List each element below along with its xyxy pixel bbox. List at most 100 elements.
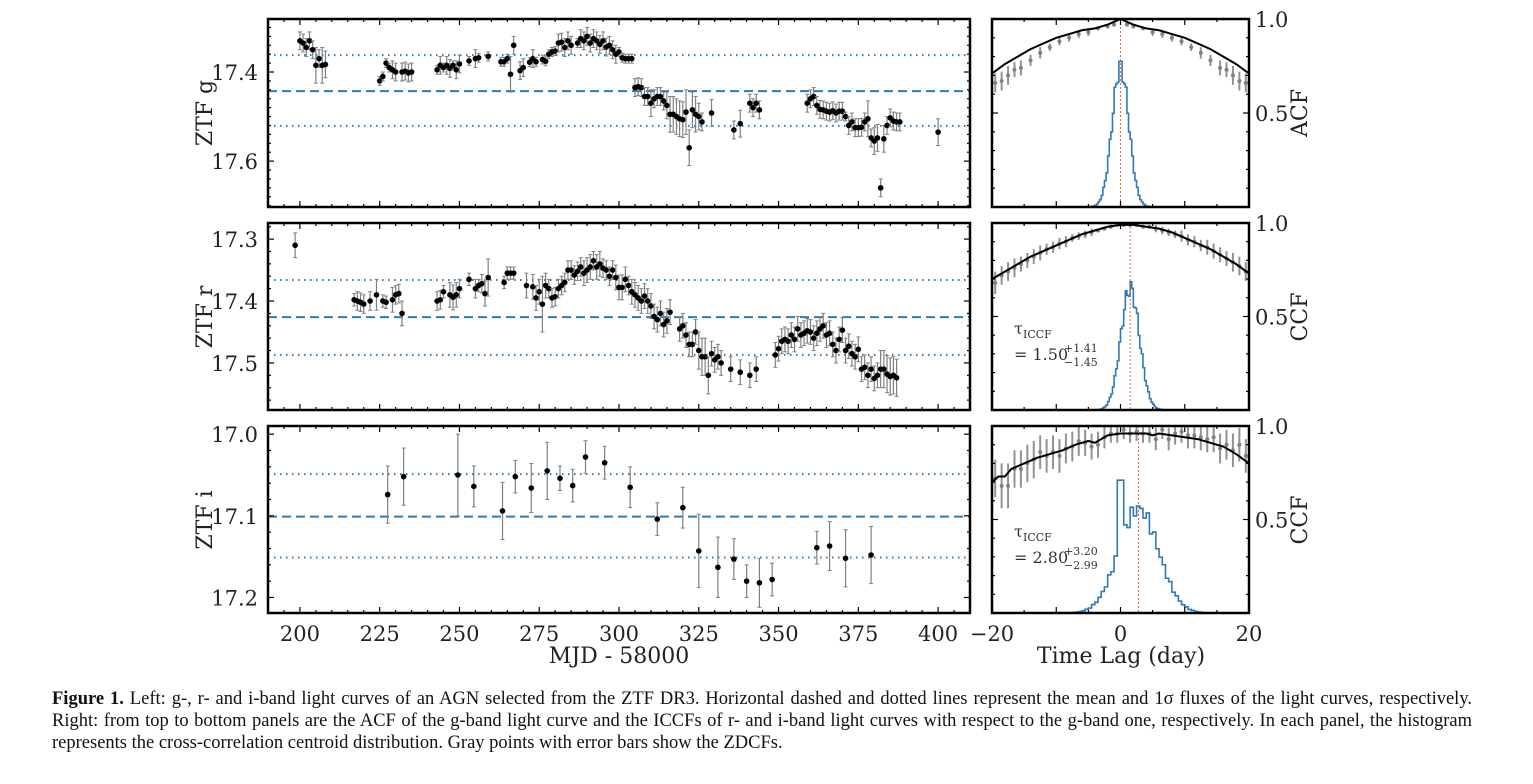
data-point bbox=[644, 93, 651, 100]
ylabel-r: ZTF r bbox=[193, 285, 218, 348]
data-point bbox=[504, 55, 511, 62]
x-tick-label: 0 bbox=[1114, 622, 1127, 646]
data-point bbox=[842, 347, 849, 354]
data-point bbox=[683, 332, 689, 338]
data-point bbox=[383, 60, 389, 66]
xlabel-mjd: MJD - 58000 bbox=[549, 644, 689, 669]
data-point bbox=[715, 353, 721, 360]
data-point bbox=[731, 556, 737, 562]
data-point bbox=[785, 338, 791, 345]
data-point bbox=[536, 288, 543, 295]
data-point bbox=[613, 274, 619, 281]
data-point bbox=[453, 66, 460, 73]
data-point bbox=[434, 66, 440, 73]
data-point bbox=[456, 61, 463, 67]
data-point bbox=[396, 290, 402, 297]
data-point bbox=[552, 293, 558, 300]
data-point bbox=[408, 69, 415, 75]
data-point bbox=[743, 578, 750, 584]
caption-text: Left: g-, r- and i-band light curves of … bbox=[52, 689, 1472, 753]
data-point bbox=[512, 473, 519, 480]
data-point bbox=[849, 119, 855, 125]
data-point bbox=[303, 44, 310, 51]
zdcf-point bbox=[1189, 45, 1194, 50]
zdcf-point bbox=[1160, 427, 1165, 432]
y-tick-label: 0.5 bbox=[1255, 102, 1288, 126]
data-point bbox=[600, 38, 606, 44]
y-tick-label: 17.1 bbox=[211, 505, 258, 529]
data-point bbox=[820, 322, 827, 329]
data-point bbox=[638, 84, 645, 91]
data-point bbox=[657, 310, 664, 317]
data-point bbox=[309, 46, 316, 53]
data-point bbox=[625, 282, 632, 289]
zdcf-point bbox=[1112, 22, 1117, 27]
data-point bbox=[775, 345, 782, 352]
data-point bbox=[638, 298, 645, 304]
data-point bbox=[510, 42, 517, 49]
data-point bbox=[482, 290, 488, 297]
data-point bbox=[485, 53, 491, 60]
data-point bbox=[881, 136, 887, 142]
data-point bbox=[544, 468, 551, 474]
data-point bbox=[597, 261, 603, 267]
data-point bbox=[360, 301, 367, 307]
data-point bbox=[858, 124, 865, 131]
data-point bbox=[753, 366, 760, 372]
zdcf-point bbox=[1224, 442, 1229, 447]
data-point bbox=[582, 454, 589, 460]
data-point bbox=[376, 78, 383, 84]
y-tick-label: 1.0 bbox=[1255, 8, 1288, 32]
data-point bbox=[561, 44, 568, 51]
data-point bbox=[533, 58, 539, 65]
data-point bbox=[590, 257, 597, 264]
zdcf-point bbox=[1218, 446, 1223, 451]
acf-g-panel: 0.5 1.0 bbox=[990, 8, 1288, 209]
data-point bbox=[881, 366, 887, 372]
y-tick-label: 17.2 bbox=[211, 586, 258, 610]
data-point bbox=[581, 38, 587, 44]
data-point bbox=[606, 273, 613, 280]
data-point bbox=[628, 55, 635, 62]
data-point bbox=[814, 544, 820, 551]
data-point bbox=[313, 62, 319, 69]
data-point bbox=[389, 296, 396, 303]
lag-upper-error: +3.20 bbox=[1064, 545, 1098, 558]
data-point bbox=[852, 353, 858, 360]
x-tick-label: 200 bbox=[280, 622, 320, 646]
data-point bbox=[788, 332, 795, 338]
data-point bbox=[935, 129, 941, 135]
data-point bbox=[842, 555, 849, 562]
data-point bbox=[874, 135, 881, 141]
zdcf-point bbox=[1018, 467, 1023, 472]
data-point bbox=[660, 98, 667, 104]
data-point bbox=[577, 264, 584, 270]
data-point bbox=[568, 267, 574, 273]
data-point bbox=[794, 326, 801, 332]
light-curve-r-panel: 17.3 17.4 17.5 bbox=[211, 221, 972, 412]
data-point bbox=[644, 298, 651, 304]
data-point bbox=[708, 110, 715, 116]
data-point bbox=[826, 330, 833, 337]
data-point bbox=[593, 38, 600, 44]
x-tick-label: 400 bbox=[918, 622, 958, 646]
zdcf-point bbox=[1089, 444, 1094, 449]
data-point bbox=[528, 485, 535, 491]
caption-label: Figure 1. bbox=[52, 689, 124, 709]
data-point bbox=[842, 113, 849, 120]
y-tick-label: 1.0 bbox=[1255, 212, 1288, 236]
zdcf-point bbox=[1185, 433, 1190, 438]
y-tick-label: 0.5 bbox=[1255, 306, 1288, 330]
data-point bbox=[455, 472, 461, 478]
zdcf-point bbox=[1218, 65, 1223, 70]
ylabel-i: ZTF i bbox=[193, 490, 218, 549]
data-point bbox=[814, 102, 820, 109]
data-point bbox=[510, 270, 517, 276]
xlabel-time-lag: Time Lag (day) bbox=[1037, 644, 1205, 669]
data-point bbox=[520, 64, 527, 71]
tau-symbol: τ bbox=[1014, 319, 1023, 338]
zdcf-point bbox=[1173, 431, 1178, 436]
data-point bbox=[692, 329, 699, 335]
data-point bbox=[865, 372, 871, 379]
